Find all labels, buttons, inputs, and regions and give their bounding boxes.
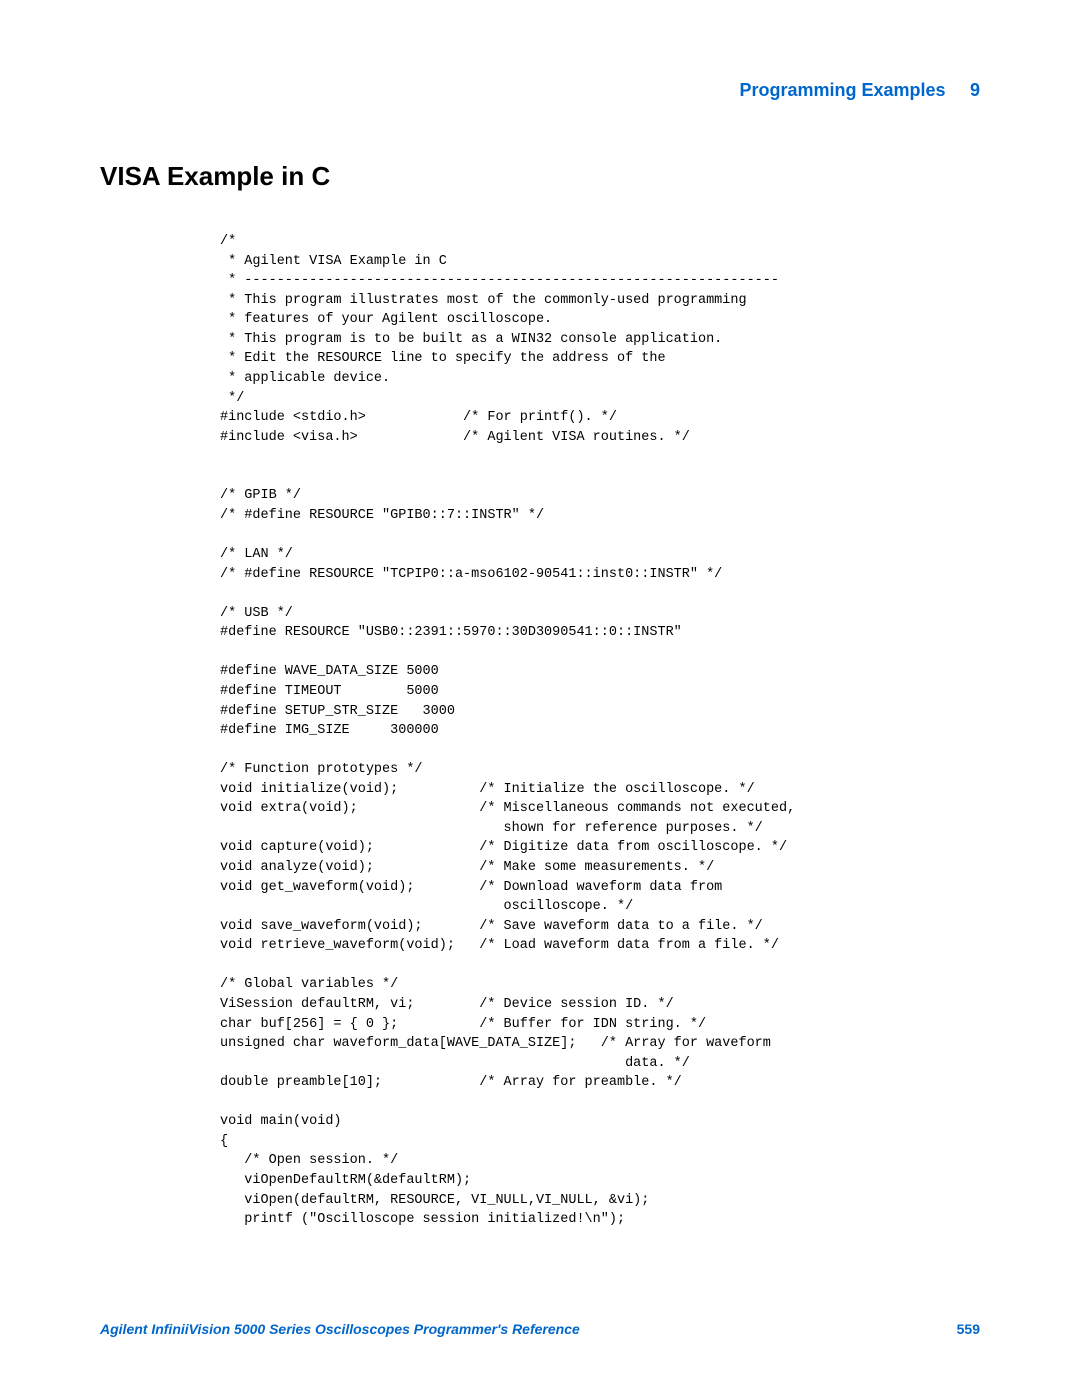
footer-title: Agilent InfiniiVision 5000 Series Oscill… — [100, 1321, 580, 1337]
header-title: Programming Examples — [739, 80, 945, 100]
page-footer: Agilent InfiniiVision 5000 Series Oscill… — [100, 1321, 980, 1337]
header-chapter-number: 9 — [970, 80, 980, 100]
page-header: Programming Examples 9 — [100, 80, 980, 101]
code-block: /* * Agilent VISA Example in C * -------… — [220, 232, 980, 1230]
section-title: VISA Example in C — [100, 161, 980, 192]
document-page: Programming Examples 9 VISA Example in C… — [0, 0, 1080, 1397]
footer-page-number: 559 — [957, 1321, 980, 1337]
